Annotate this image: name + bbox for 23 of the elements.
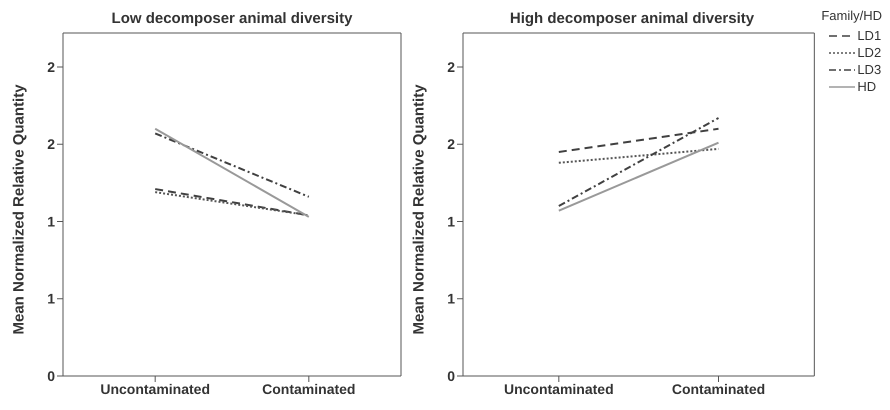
y-axis-title: Mean Normalized Relative Quantity — [410, 84, 428, 334]
y-tick-label: 2 — [47, 136, 56, 152]
y-tick-label: 2 — [447, 58, 456, 75]
legend-label: LD3 — [857, 62, 882, 77]
y-tick-label: 1 — [47, 213, 56, 230]
chart-title: High decomposer animal diversity — [508, 10, 756, 27]
legend-label: HD — [857, 79, 876, 94]
y-tick-label: 0 — [47, 368, 56, 384]
legend-title: Family/HD — [821, 8, 882, 23]
legend-label: LD2 — [857, 45, 882, 60]
x-tick-label: Uncontaminated — [100, 380, 210, 397]
x-tick-label: Contaminated — [672, 380, 766, 397]
chart-title: Low decomposer animal diversity — [110, 10, 354, 27]
x-tick-label: Contaminated — [262, 380, 356, 397]
y-tick-label: 1 — [447, 213, 456, 230]
y-tick-label: 2 — [47, 58, 56, 75]
y-tick-label: 1 — [447, 290, 456, 307]
x-tick-label: Uncontaminated — [504, 380, 614, 397]
y-tick-label: 2 — [447, 136, 456, 152]
legend-label: LD1 — [857, 28, 882, 43]
y-tick-label: 1 — [47, 290, 56, 307]
y-axis-title: Mean Normalized Relative Quantity — [10, 84, 28, 334]
y-tick-label: 0 — [447, 368, 456, 384]
